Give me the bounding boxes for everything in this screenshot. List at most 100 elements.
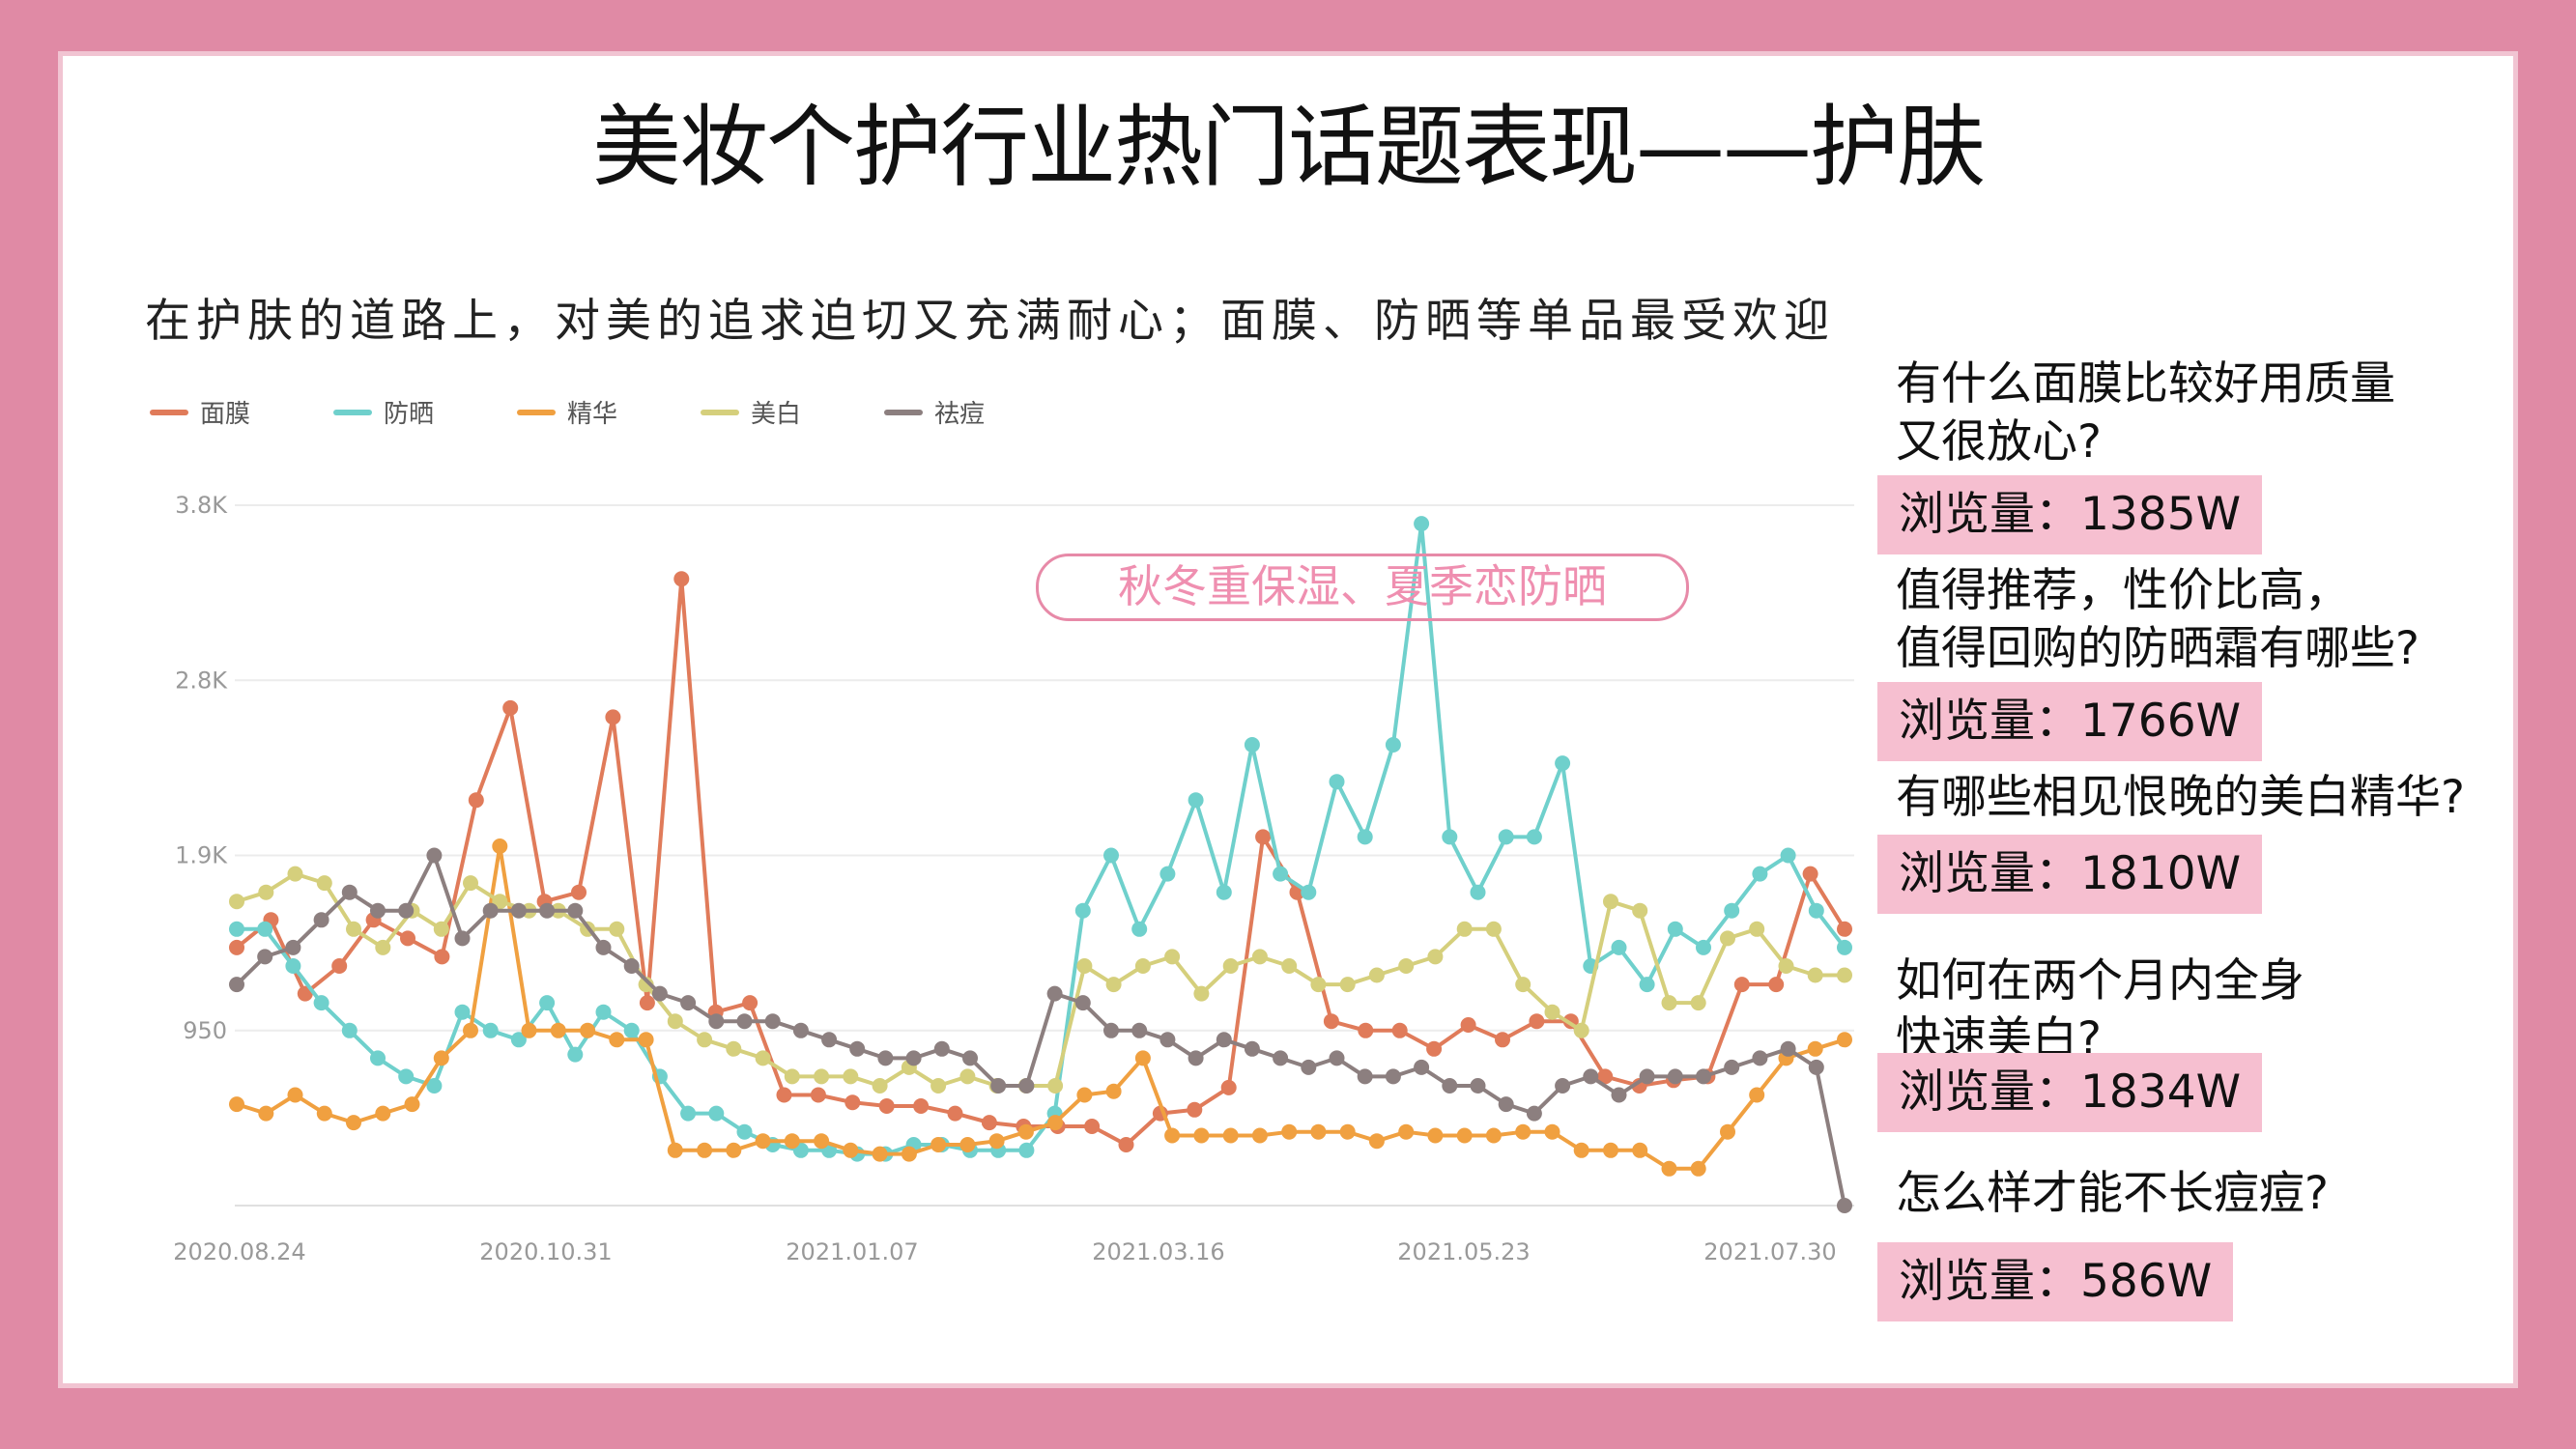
data-point: [1597, 1068, 1614, 1085]
data-point: [736, 1013, 753, 1030]
qa-question-4: 如何在两个月内全身 快速美白?: [1896, 954, 2304, 1065]
data-point: [341, 1022, 358, 1038]
data-point: [667, 1142, 683, 1158]
data-point: [1398, 1123, 1415, 1140]
data-point: [742, 995, 758, 1011]
data-point: [1329, 1050, 1345, 1066]
data-point: [1456, 1127, 1473, 1144]
legend-item[interactable]: 祛痘: [884, 394, 1068, 430]
data-point: [708, 1013, 725, 1030]
data-point: [1442, 829, 1458, 845]
data-point: [623, 958, 640, 974]
data-point: [1187, 1101, 1203, 1118]
x-tick-label: 2020.10.31: [479, 1238, 612, 1265]
data-point: [1837, 1198, 1852, 1213]
data-point: [1255, 829, 1272, 845]
data-point: [792, 1022, 809, 1038]
data-point: [1427, 1127, 1444, 1144]
data-point: [736, 1123, 753, 1140]
data-point: [1611, 939, 1627, 955]
data-point: [1103, 847, 1119, 864]
data-point: [990, 1078, 1007, 1094]
data-point: [843, 1068, 859, 1085]
data-point: [1273, 866, 1289, 882]
data-point: [1131, 921, 1148, 937]
data-point: [1329, 774, 1345, 790]
data-point: [755, 1050, 771, 1066]
data-point: [1485, 921, 1502, 937]
legend-label: 祛痘: [934, 400, 986, 429]
data-point: [1339, 1123, 1356, 1140]
qa-views-4: 浏览量：1834W: [1877, 1053, 2263, 1132]
data-point: [814, 1068, 830, 1085]
data-point: [1385, 737, 1401, 753]
data-point: [1076, 958, 1093, 974]
data-point: [1690, 995, 1706, 1011]
y-tick-label: 2.8K: [175, 667, 228, 694]
data-point: [680, 995, 697, 1011]
legend-label: 精华: [567, 400, 618, 429]
data-point: [1837, 967, 1852, 983]
data-point: [1358, 1022, 1374, 1038]
data-point: [1696, 1068, 1711, 1085]
data-point: [1639, 977, 1655, 993]
data-point: [1780, 847, 1796, 864]
data-point: [595, 939, 612, 955]
data-point: [257, 949, 273, 965]
data-point: [1696, 939, 1711, 955]
data-point: [1134, 1050, 1151, 1066]
data-point: [1339, 977, 1356, 993]
data-point: [1573, 1022, 1589, 1038]
data-point: [1301, 1059, 1317, 1075]
data-point: [426, 1078, 443, 1094]
y-tick-label: 3.8K: [175, 492, 228, 519]
data-point: [1573, 1142, 1589, 1158]
data-point: [1159, 1032, 1176, 1048]
data-point: [398, 902, 415, 919]
legend-swatch: [333, 409, 372, 415]
legend-item[interactable]: 美白: [701, 394, 884, 430]
data-point: [539, 995, 556, 1011]
data-point: [375, 1105, 391, 1122]
data-point: [878, 1098, 895, 1114]
data-point: [454, 930, 471, 947]
legend-swatch: [701, 409, 739, 415]
data-point: [370, 902, 386, 919]
qa-views-1: 浏览量：1385W: [1877, 475, 2263, 554]
data-point: [454, 1004, 471, 1020]
data-point: [1222, 958, 1239, 974]
data-point: [1837, 921, 1852, 937]
data-point: [726, 1040, 742, 1057]
data-point: [673, 571, 690, 587]
legend-item[interactable]: 面膜: [150, 394, 333, 430]
data-point: [1074, 995, 1091, 1011]
data-point: [981, 1115, 997, 1131]
data-point: [814, 1133, 830, 1150]
data-point: [1515, 977, 1531, 993]
legend-item[interactable]: 精华: [517, 394, 701, 430]
legend-swatch: [150, 409, 188, 415]
data-point: [1368, 967, 1385, 983]
data-point: [502, 699, 519, 716]
data-point: [947, 1105, 963, 1122]
data-point: [810, 1087, 826, 1103]
data-point: [784, 1068, 800, 1085]
data-point: [1244, 737, 1260, 753]
line-chart: 3.8K 2.8K 1.9K 950 2020.08.24 2020.10.31 2021.…: [173, 492, 1854, 1265]
data-point: [510, 902, 527, 919]
data-point: [1076, 1087, 1093, 1103]
data-point: [463, 1022, 478, 1038]
data-point: [1495, 1032, 1510, 1048]
data-point: [1164, 949, 1181, 965]
data-point: [1808, 902, 1824, 919]
data-point: [844, 1094, 861, 1111]
data-point: [1470, 1078, 1486, 1094]
data-point: [346, 921, 361, 937]
legend-item[interactable]: 防晒: [333, 394, 517, 430]
data-point: [1724, 1059, 1740, 1075]
data-point: [1188, 792, 1204, 809]
data-point: [680, 1105, 697, 1122]
data-point: [1385, 1068, 1401, 1085]
legend-swatch: [884, 409, 923, 415]
data-point: [609, 1032, 625, 1048]
